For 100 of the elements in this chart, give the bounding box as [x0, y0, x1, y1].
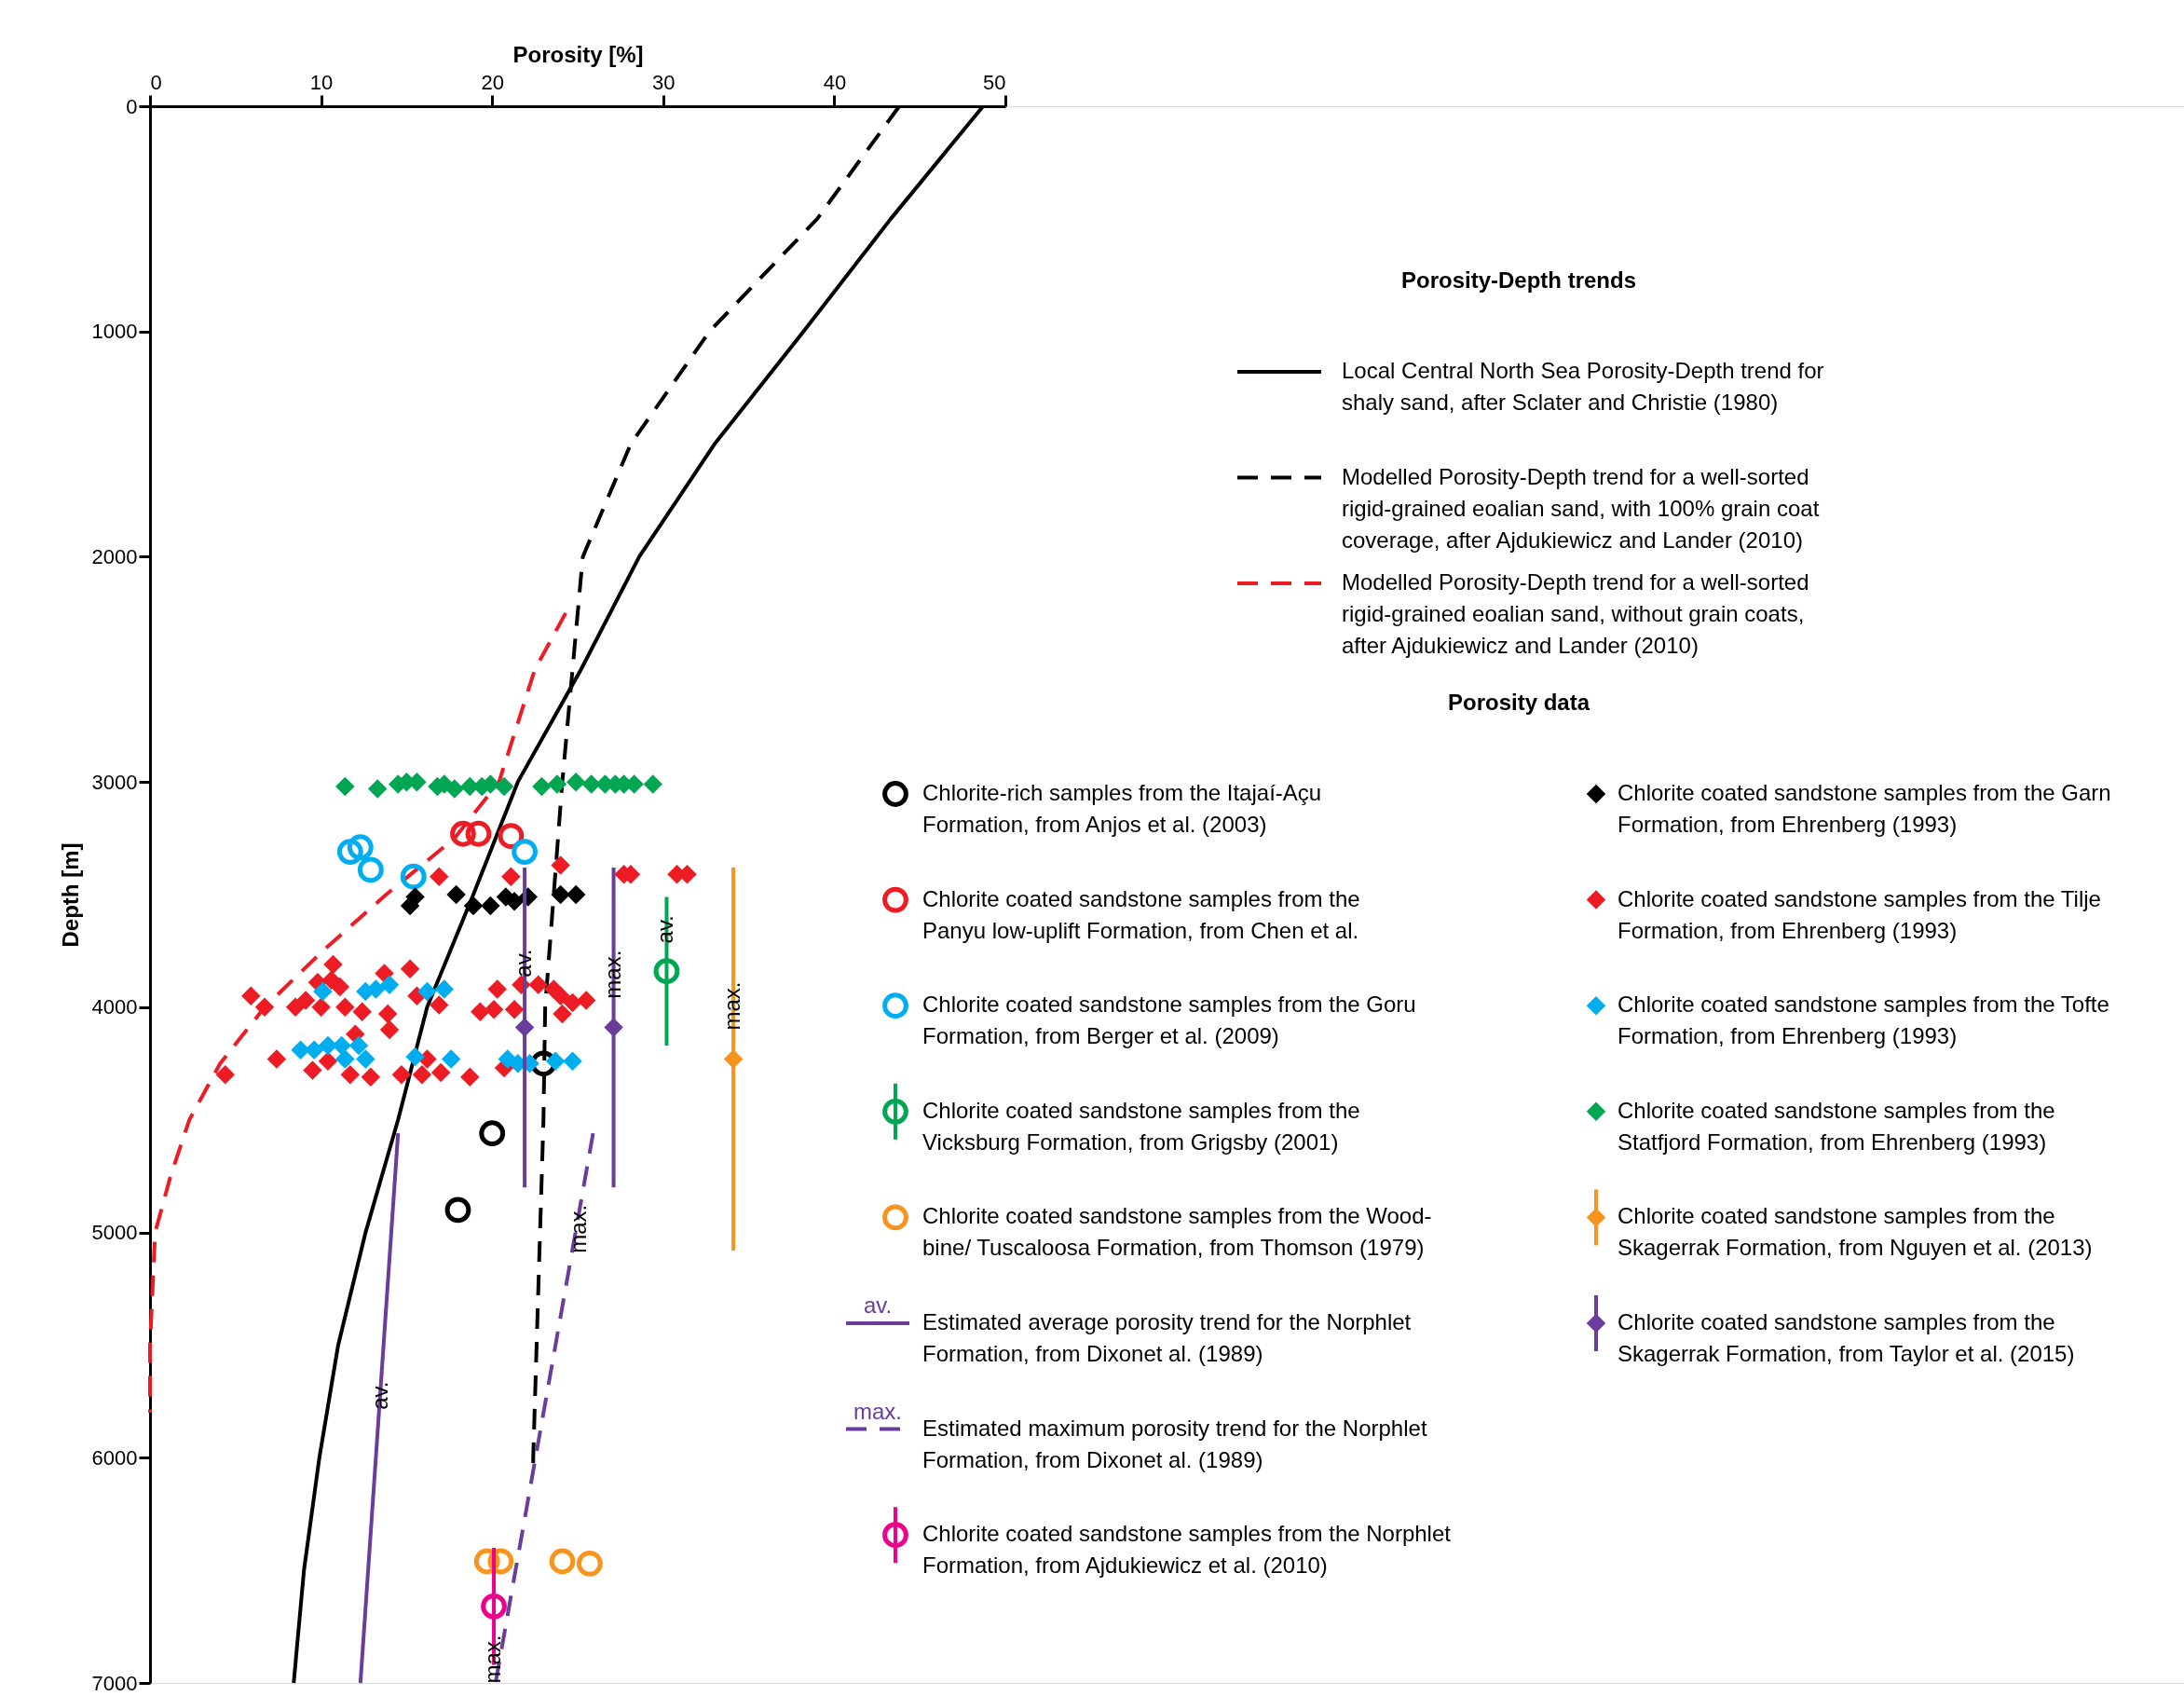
legend-label: Chlorite coated sandstone samples from the Goru Formation, from Berger et al. (2009): [922, 992, 1416, 1049]
y-tick-label: 1000: [91, 320, 138, 344]
point: [530, 1050, 557, 1077]
point: [291, 1040, 310, 1060]
y-tick-label: 6000: [91, 1445, 138, 1470]
legend-label: Chlorite coated sandstone samples from the Garn Formation, from Ehrenberg (1993): [1618, 780, 2111, 837]
point: [400, 896, 420, 916]
point: [547, 774, 567, 794]
point: [367, 779, 388, 799]
point: [335, 776, 355, 797]
point: [514, 1018, 535, 1037]
point: [366, 979, 386, 999]
point: [330, 977, 350, 997]
point: [444, 779, 465, 799]
point: [266, 1049, 287, 1069]
legend-label: Chlorite coated sandstone samples from the Skagerrak Formation, from Taylor et al. (2015): [1618, 1309, 2075, 1366]
legend-label: Chlorite coated sandstone samples from the Norphlet Formation, from Ajdukiewicz et al. (2010): [922, 1521, 1452, 1579]
legend-label: Chlorite coated sandstone samples from the Skagerrak Formation, from Nguyen et al. (2013): [1618, 1203, 2093, 1261]
point: [723, 1049, 744, 1069]
y-axis-title: Depth [m]: [57, 842, 83, 948]
legend-label: Chlorite coated sandstone samples from the Statfjord Formation, from Ehrenberg (1993): [1618, 1097, 2055, 1155]
point: [379, 975, 400, 994]
point: [549, 1548, 576, 1575]
legend-label: Chlorite-rich samples from the Itajaí-Açu Formation, from Anjos et al. (2003): [922, 780, 1322, 837]
point: [481, 1593, 507, 1620]
point: [494, 776, 514, 797]
point: [356, 1049, 375, 1069]
point: [336, 839, 363, 865]
point: [551, 986, 570, 1006]
annotation: av.: [511, 949, 537, 978]
point: [375, 964, 394, 983]
point: [412, 1065, 432, 1085]
line-series: [148, 610, 568, 1415]
legend-label: Chlorite coated sandstone samples from the Vicksburg Formation, from Grigsby (2001): [922, 1097, 1360, 1155]
point: [241, 986, 261, 1006]
annotation: max.: [599, 950, 625, 999]
point: [323, 954, 343, 975]
point: [379, 1019, 400, 1040]
point: [430, 1062, 451, 1083]
point: [604, 1018, 623, 1037]
point: [563, 992, 582, 1013]
point: [551, 855, 570, 875]
point: [417, 981, 437, 1002]
point: [581, 774, 601, 794]
point: [357, 856, 384, 883]
point: [361, 1067, 381, 1087]
point: [405, 1046, 425, 1067]
x-tick-label: 20: [481, 70, 504, 94]
x-tick-label: 30: [652, 70, 676, 94]
point: [391, 1065, 412, 1085]
point: [576, 1551, 603, 1577]
point: [335, 1049, 355, 1069]
x-tick-label: 50: [983, 70, 1006, 94]
point: [450, 820, 476, 847]
point: [400, 959, 420, 979]
point: [576, 991, 596, 1010]
annotation: max.: [853, 1398, 903, 1424]
point: [318, 1051, 338, 1072]
point: [340, 1065, 361, 1085]
point: [532, 776, 552, 797]
text: Porosity-Depth trends: [1400, 267, 1637, 293]
point: [303, 1060, 322, 1080]
point: [441, 1049, 461, 1069]
point: [305, 1040, 324, 1060]
point: [463, 896, 484, 916]
annotation: av.: [652, 915, 678, 944]
point: [465, 820, 492, 847]
point: [400, 863, 427, 890]
point: [479, 1120, 506, 1147]
point: [311, 997, 331, 1018]
point: [332, 1035, 351, 1056]
point: [484, 1000, 504, 1019]
point: [446, 884, 466, 905]
point: [487, 979, 507, 999]
point: [501, 867, 521, 886]
legend-label: Chlorite coated sandstone samples from the Tofte Formation, from Ehrenberg (1993): [1618, 992, 2109, 1049]
point: [551, 884, 570, 905]
y-tick-label: 4000: [91, 995, 138, 1019]
point: [430, 867, 449, 886]
point: [566, 772, 586, 792]
annotation: max.: [480, 1634, 506, 1684]
point: [504, 1000, 525, 1019]
annotation: max.: [565, 1204, 591, 1253]
text: Porosity data: [1447, 690, 1590, 715]
legend-label: Chlorite coated sandstone samples from the Tilje Formation, from Ehrenberg (1993): [1618, 885, 2101, 943]
point: [335, 997, 355, 1018]
y-tick-label: 5000: [91, 1221, 138, 1245]
point: [471, 1002, 490, 1021]
point: [643, 774, 663, 794]
point: [653, 958, 680, 985]
x-tick-label: 40: [823, 70, 847, 94]
x-tick-label: 0: [150, 70, 162, 94]
point: [512, 839, 538, 865]
point: [377, 1004, 398, 1024]
point: [254, 997, 275, 1018]
annotation: max.: [719, 981, 745, 1031]
annotation: av.: [863, 1293, 893, 1318]
point: [481, 896, 500, 916]
point: [528, 975, 549, 994]
point: [352, 1002, 372, 1021]
